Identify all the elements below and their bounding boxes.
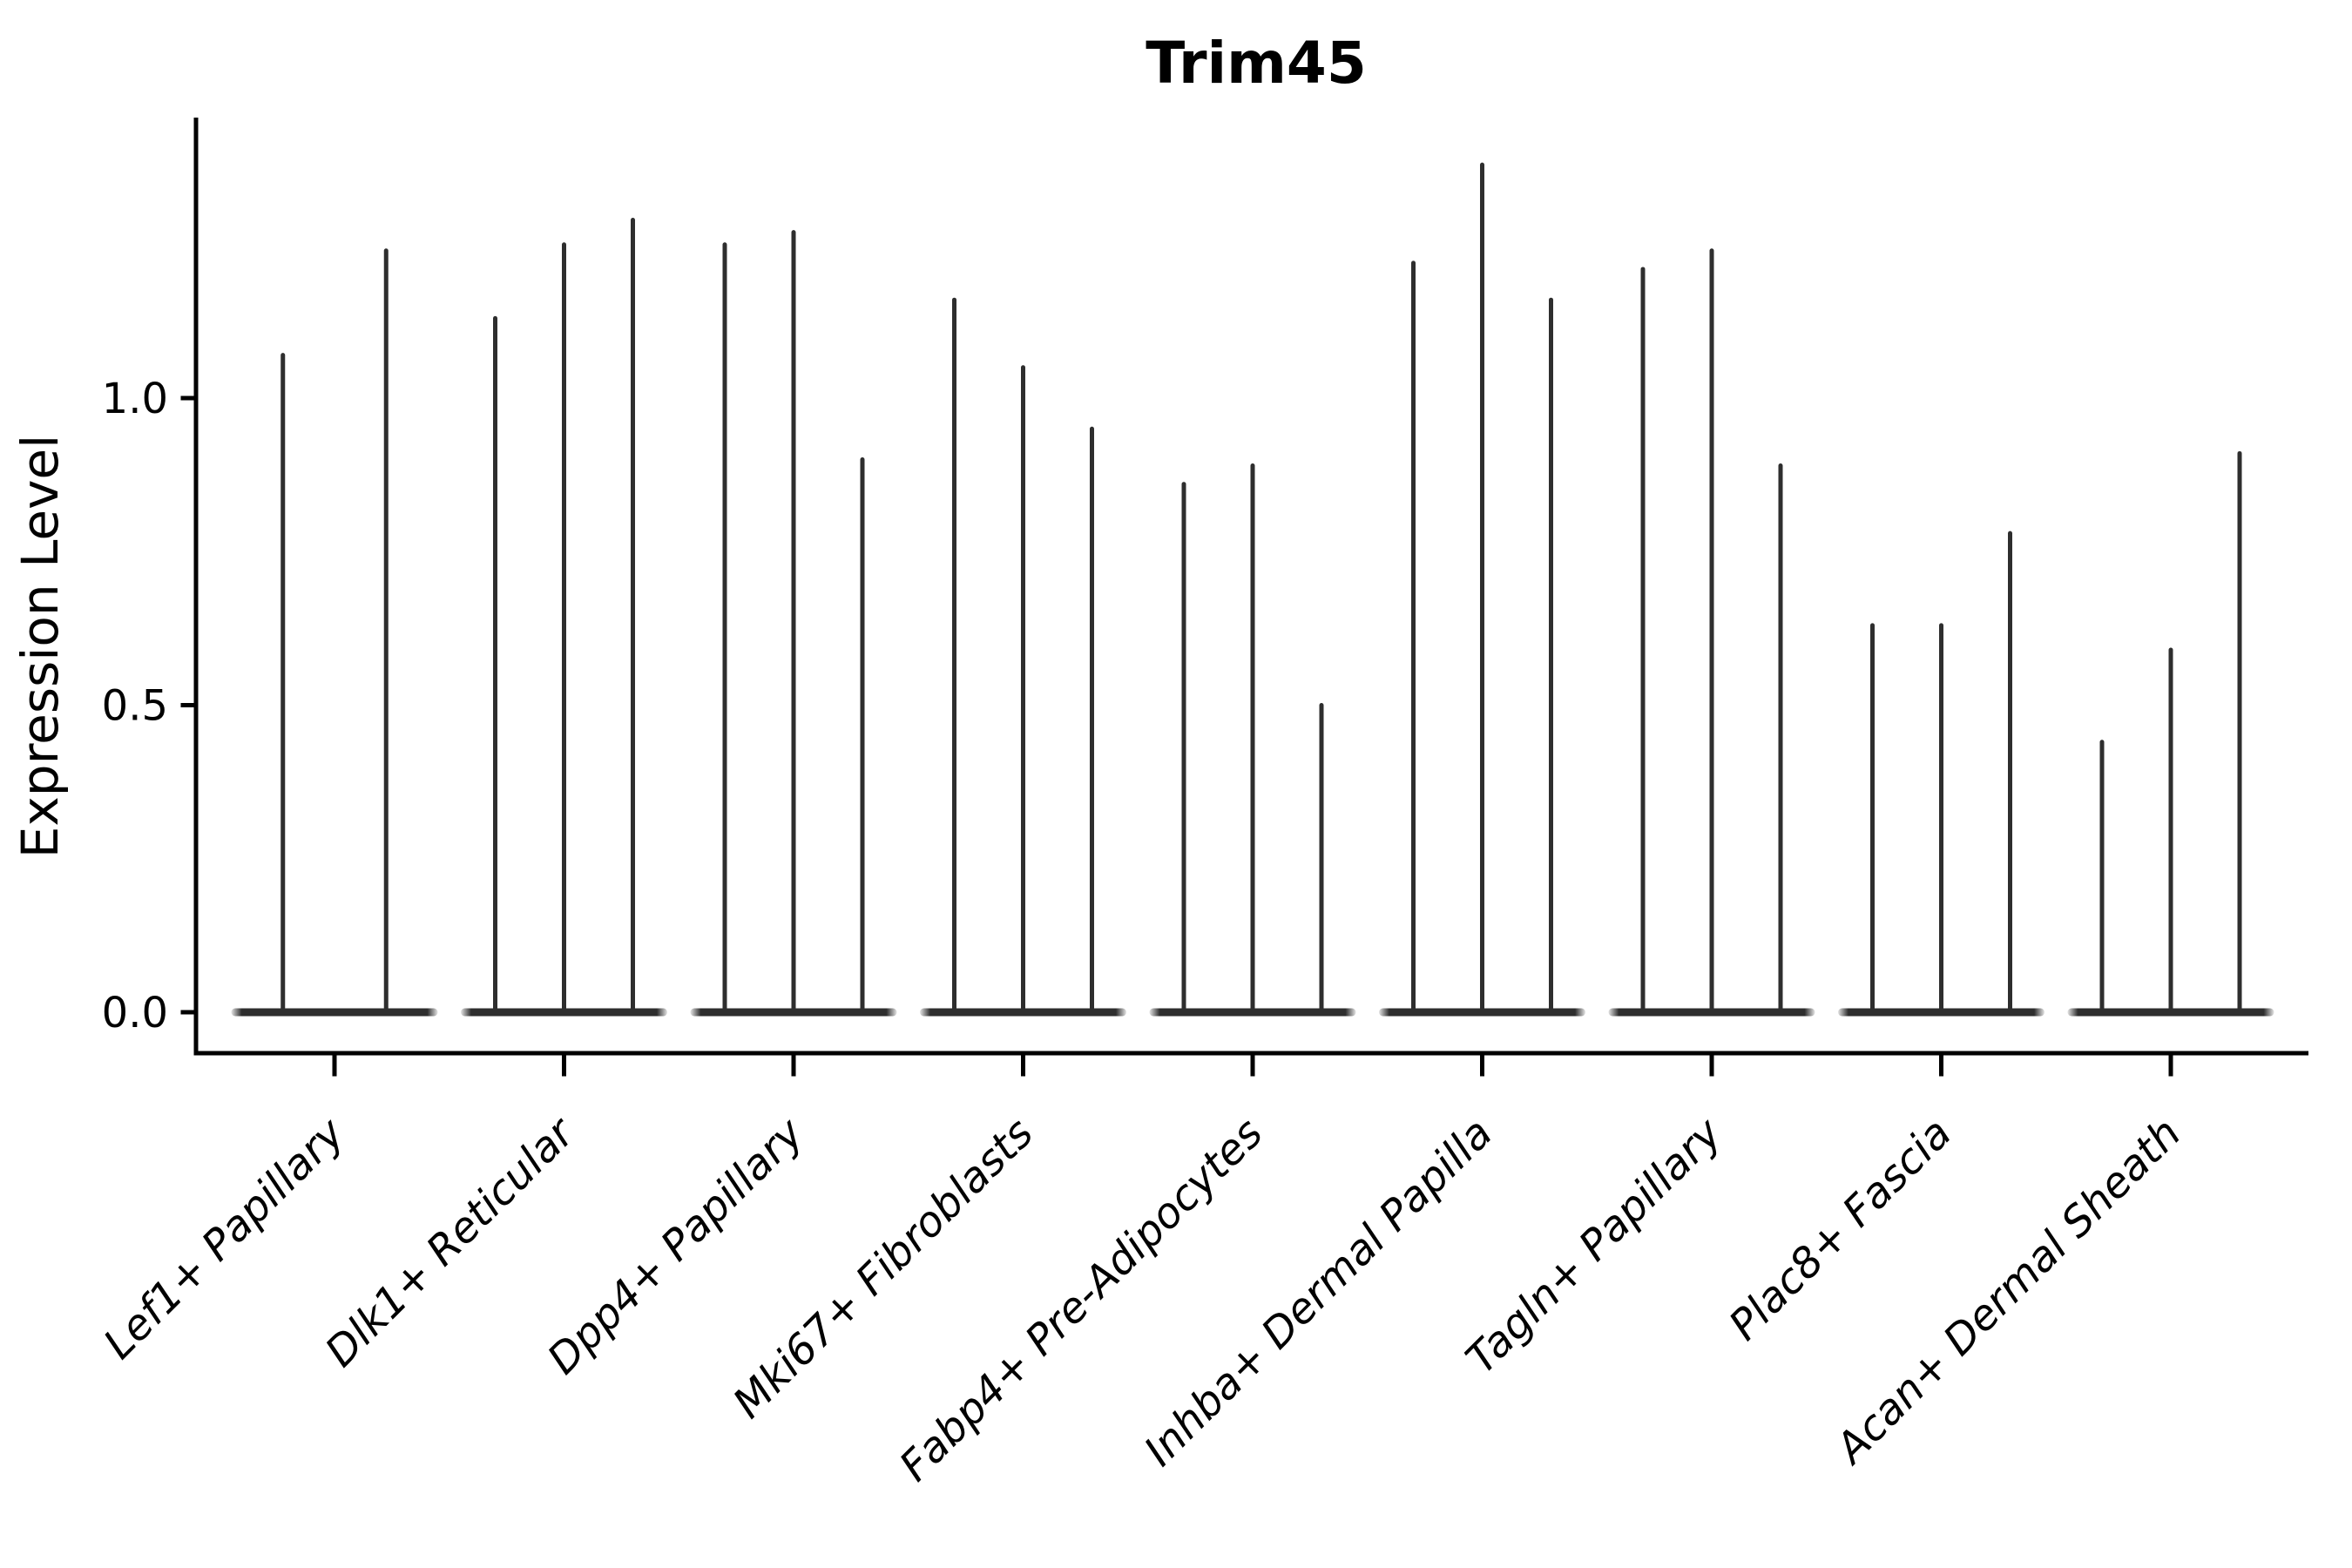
violin-base (231, 1008, 438, 1017)
x-tick-label-1: Dlk1+ Reticular (316, 1107, 586, 1377)
x-tick-label-2: Dpp4+ Papillary (538, 1108, 814, 1383)
x-tick-label-7: Plac8+ Fascia (1720, 1109, 1961, 1350)
violin-group-7 (1838, 531, 2044, 1017)
violins-layer (231, 162, 2274, 1017)
x-tick-label-6: Tagln+ Papillary (1456, 1108, 1732, 1383)
violin-group-5 (1379, 162, 1585, 1017)
y-tick-label: 0.0 (102, 989, 168, 1037)
x-tick-label-0: Lef1+ Papillary (94, 1108, 355, 1369)
axes-layer (180, 118, 2308, 1077)
y-tick-label: 0.5 (102, 682, 168, 731)
violin-group-2 (690, 230, 897, 1017)
x-tick-label-4: Fabp4+ Pre-Adipocytes (890, 1109, 1273, 1491)
chart-title: Trim45 (1146, 30, 1367, 97)
violin-group-1 (461, 218, 667, 1017)
violin-group-4 (1149, 463, 1356, 1017)
violin-group-6 (1608, 248, 1815, 1017)
y-tick-label: 1.0 (102, 375, 168, 423)
violin-group-0 (231, 248, 438, 1017)
y-axis-label: Expression Level (10, 435, 70, 858)
violin-group-8 (2067, 450, 2274, 1017)
violin-group-3 (920, 297, 1126, 1017)
